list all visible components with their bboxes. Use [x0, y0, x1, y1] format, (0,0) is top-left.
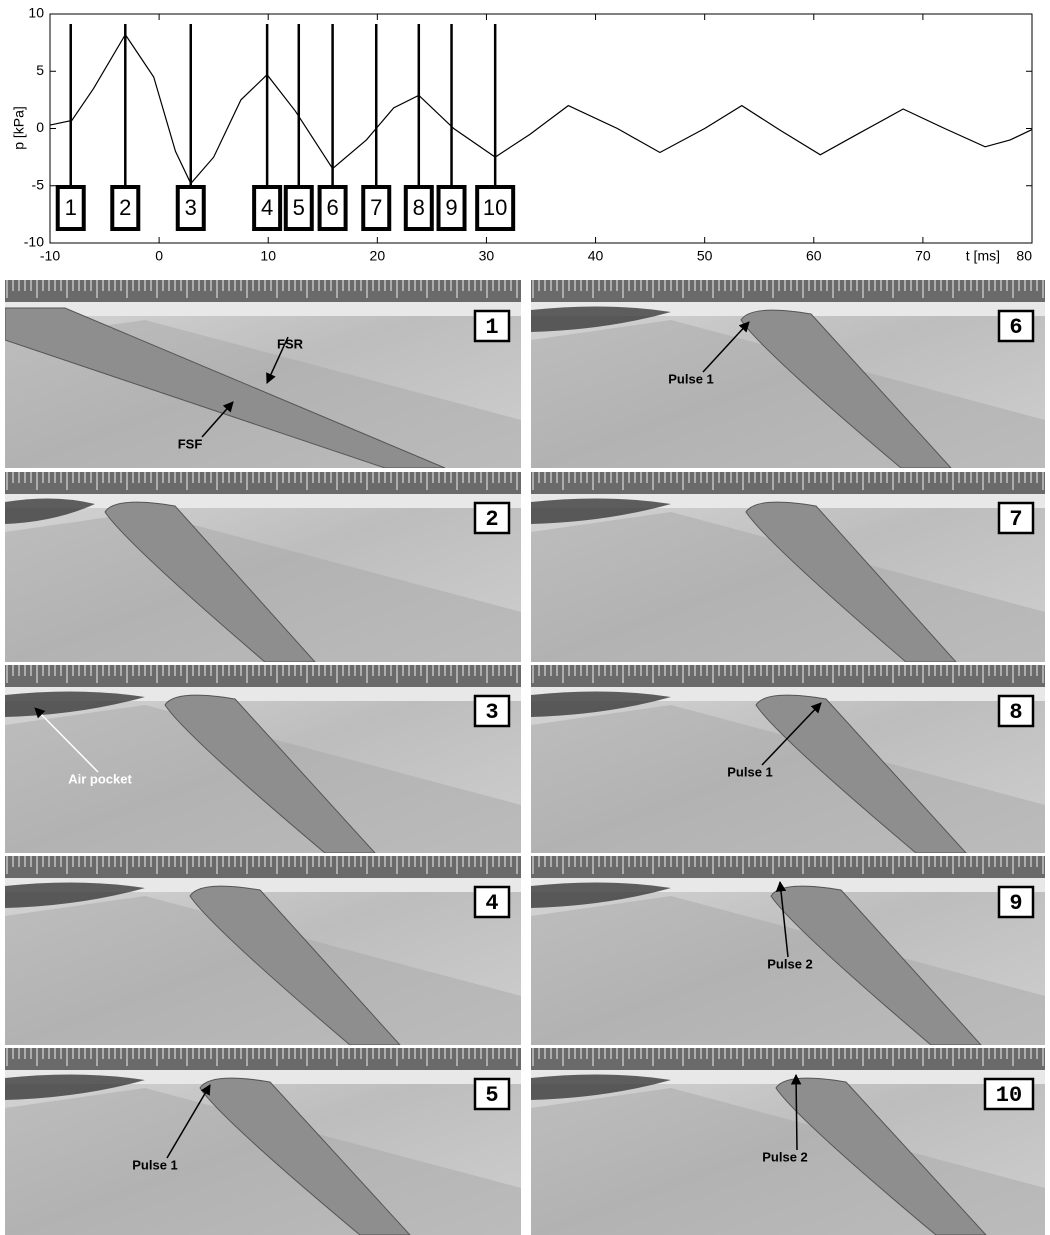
- photo: [5, 856, 521, 1045]
- photo: [531, 665, 1045, 853]
- annotation: Pulse 1: [727, 764, 773, 779]
- marker-label: 3: [185, 195, 197, 220]
- x-tick-label: 0: [155, 248, 163, 264]
- marker-label: 10: [483, 195, 507, 220]
- photo-panel: 4: [5, 856, 521, 1045]
- panel-number: 6: [1009, 315, 1022, 340]
- annotation: Air pocket: [68, 771, 132, 786]
- free-surface: [5, 302, 521, 316]
- photo-panel: 9 Pulse 2: [531, 856, 1045, 1045]
- photo-panel: 10 Pulse 2: [531, 1048, 1045, 1235]
- panel-number: 5: [485, 1083, 498, 1108]
- panel-number: 8: [1009, 700, 1022, 725]
- photo-panel: 6 Pulse 1: [531, 280, 1045, 468]
- ruler: [5, 665, 521, 687]
- y-axis-label: p [kPa]: [11, 106, 27, 150]
- panel-number: 10: [996, 1083, 1022, 1108]
- marker-label: 6: [326, 195, 338, 220]
- annotation: FSR: [277, 336, 304, 351]
- y-tick-label: 10: [28, 5, 44, 21]
- x-tick-label: 30: [479, 248, 495, 264]
- marker-label: 7: [370, 195, 382, 220]
- photo: [5, 1048, 521, 1235]
- y-tick-label: 0: [36, 119, 44, 135]
- photo-panel: 7: [531, 472, 1045, 662]
- x-tick-label: 70: [915, 248, 931, 264]
- ruler: [531, 472, 1045, 494]
- ruler: [5, 472, 521, 494]
- x-tick-label: 80: [1016, 248, 1032, 264]
- marker-label: 2: [119, 195, 131, 220]
- x-tick-label: -10: [40, 248, 60, 264]
- x-tick-label: 50: [697, 248, 713, 264]
- annotation-arrow: [796, 1075, 797, 1150]
- photo: [531, 472, 1045, 662]
- photo-panel: 5 Pulse 1: [5, 1048, 521, 1235]
- marker-label: 8: [413, 195, 425, 220]
- annotation: Pulse 1: [668, 371, 714, 386]
- x-axis-label: t [ms]: [966, 248, 1000, 264]
- photo: [531, 280, 1045, 468]
- y-tick-label: -5: [32, 176, 45, 192]
- ruler: [531, 856, 1045, 878]
- photo: [5, 472, 521, 662]
- page: {"chart_data": {"type": "line", "ylabel"…: [0, 0, 1050, 1235]
- photo-panel: 8 Pulse 1: [531, 665, 1045, 853]
- photo: [5, 280, 521, 468]
- x-tick-label: 40: [588, 248, 604, 264]
- marker-label: 1: [65, 195, 77, 220]
- photo-panel: 3 Air pocket: [5, 665, 521, 853]
- annotation: Pulse 2: [762, 1149, 808, 1164]
- annotation: Pulse 2: [767, 956, 813, 971]
- marker-label: 9: [445, 195, 457, 220]
- line: [50, 35, 1032, 184]
- ruler: [531, 1048, 1045, 1070]
- annotation: Pulse 1: [132, 1157, 178, 1172]
- ruler: [5, 1048, 521, 1070]
- figure: p [kPa] -10-50510-1001020304050607080t […: [0, 0, 1050, 1235]
- panel-number: 1: [485, 315, 498, 340]
- photo-panel: 2: [5, 472, 521, 662]
- x-tick-label: 10: [260, 248, 276, 264]
- photo-panel: 1 FSR FSF: [5, 280, 521, 468]
- ruler: [531, 280, 1045, 302]
- marker-label: 5: [293, 195, 305, 220]
- panel-number: 9: [1009, 891, 1022, 916]
- annotation: FSF: [178, 436, 203, 451]
- photo: [5, 665, 521, 853]
- panel-number: 3: [485, 700, 498, 725]
- ruler: [5, 280, 521, 302]
- x-tick-label: 60: [806, 248, 822, 264]
- panel-number: 4: [485, 891, 498, 916]
- marker-label: 4: [261, 195, 273, 220]
- panel-number: 2: [485, 507, 498, 532]
- y-tick-label: 5: [36, 62, 44, 78]
- ruler: [531, 665, 1045, 687]
- photo: [531, 1048, 1045, 1235]
- ruler: [5, 856, 521, 878]
- panel-number: 7: [1009, 507, 1022, 532]
- x-tick-label: 20: [370, 248, 386, 264]
